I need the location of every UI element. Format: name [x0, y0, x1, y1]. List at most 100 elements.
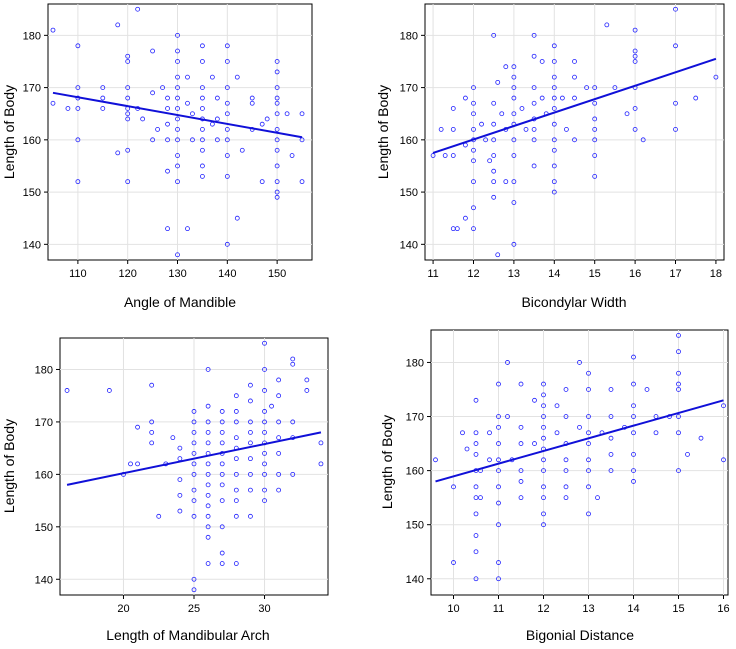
- data-point: [299, 111, 305, 117]
- data-point: [551, 189, 557, 195]
- data-point: [563, 414, 569, 419]
- data-point: [673, 6, 678, 12]
- x-axis-label: Angle of Mandible: [124, 294, 236, 310]
- data-point: [214, 116, 220, 122]
- y-tick-label: 170: [35, 417, 53, 429]
- data-point: [269, 403, 274, 409]
- data-point: [473, 533, 479, 538]
- data-point: [125, 116, 131, 122]
- data-point: [224, 174, 230, 179]
- data-point: [518, 424, 524, 430]
- data-point: [491, 168, 497, 174]
- data-point: [586, 511, 591, 517]
- x-tick-label: 11: [493, 603, 504, 615]
- data-point: [149, 440, 155, 446]
- data-point: [224, 85, 230, 90]
- data-point: [531, 137, 537, 143]
- data-point: [572, 74, 577, 80]
- data-point: [262, 450, 267, 456]
- x-axis-label: Length of Mandibular Arch: [106, 627, 269, 643]
- data-point: [290, 471, 296, 477]
- data-point: [233, 561, 239, 566]
- data-point: [473, 549, 479, 555]
- data-point: [115, 150, 121, 156]
- data-point: [262, 461, 267, 467]
- data-point: [518, 468, 524, 474]
- data-point: [233, 487, 239, 493]
- data-point: [233, 513, 239, 519]
- data-point: [586, 387, 591, 392]
- panel-length-of-mandibular-arch: 20 25 30 140 150 160 170 180 Length of Mandibul…: [1, 337, 329, 643]
- data-point: [219, 524, 225, 530]
- data-point: [572, 95, 577, 101]
- data-point: [496, 441, 501, 446]
- data-point: [640, 137, 646, 143]
- data-point: [541, 381, 546, 387]
- data-point: [499, 111, 505, 117]
- data-point: [125, 147, 131, 153]
- data-point: [586, 457, 591, 463]
- data-point: [685, 451, 690, 457]
- x-tick-label: 13: [582, 603, 594, 615]
- data-point: [450, 226, 456, 232]
- regression-line: [52, 91, 303, 139]
- data-point: [75, 85, 81, 90]
- data-point: [276, 487, 282, 493]
- data-point: [233, 498, 239, 503]
- data-point: [442, 153, 448, 158]
- data-point: [511, 95, 517, 101]
- panel-bicondylar-width: 11 12 13 14 15 16 17 18 140 150 160 170 180 Bicondyl…: [375, 3, 725, 310]
- y-tick-label: 140: [35, 574, 53, 586]
- x-tick-label: 14: [627, 603, 639, 615]
- data-point: [149, 382, 155, 388]
- data-point: [165, 137, 170, 143]
- data-point: [262, 430, 267, 435]
- data-point: [191, 440, 197, 446]
- data-point: [100, 106, 106, 111]
- data-point: [165, 168, 170, 174]
- data-point: [676, 414, 681, 419]
- data-point: [274, 69, 280, 75]
- data-point: [200, 106, 205, 111]
- data-point: [175, 95, 180, 101]
- data-point: [160, 85, 165, 90]
- data-point: [274, 126, 280, 132]
- x-axis-label: Bigonial Distance: [526, 627, 634, 643]
- data-point: [262, 487, 267, 493]
- data-point: [531, 53, 537, 59]
- data-point: [289, 153, 295, 158]
- data-point: [541, 484, 546, 490]
- data-point: [205, 403, 211, 409]
- data-point: [511, 74, 517, 80]
- data-point: [460, 430, 465, 436]
- data-point: [496, 500, 501, 506]
- data-point: [471, 100, 476, 106]
- data-point: [205, 440, 211, 446]
- data-point: [503, 179, 509, 185]
- data-point: [191, 487, 197, 493]
- data-point: [205, 561, 211, 566]
- data-point: [299, 137, 305, 143]
- data-point: [631, 354, 636, 360]
- y-axis-label: Length of Body: [1, 419, 17, 513]
- data-point: [205, 534, 211, 540]
- data-point: [551, 95, 557, 101]
- data-point: [191, 498, 197, 503]
- data-point: [233, 471, 239, 477]
- data-point: [205, 367, 211, 372]
- data-point: [135, 424, 140, 430]
- data-point: [586, 468, 591, 474]
- data-point: [479, 121, 484, 127]
- y-tick-label: 170: [23, 83, 41, 95]
- data-point: [551, 163, 557, 169]
- data-point: [531, 163, 537, 169]
- data-point: [200, 43, 205, 49]
- data-point: [721, 457, 726, 463]
- data-point: [205, 419, 211, 425]
- data-point: [608, 468, 614, 474]
- data-point: [511, 241, 517, 247]
- x-tick-label: 140: [218, 268, 236, 280]
- data-point: [454, 226, 460, 232]
- data-point: [451, 560, 456, 565]
